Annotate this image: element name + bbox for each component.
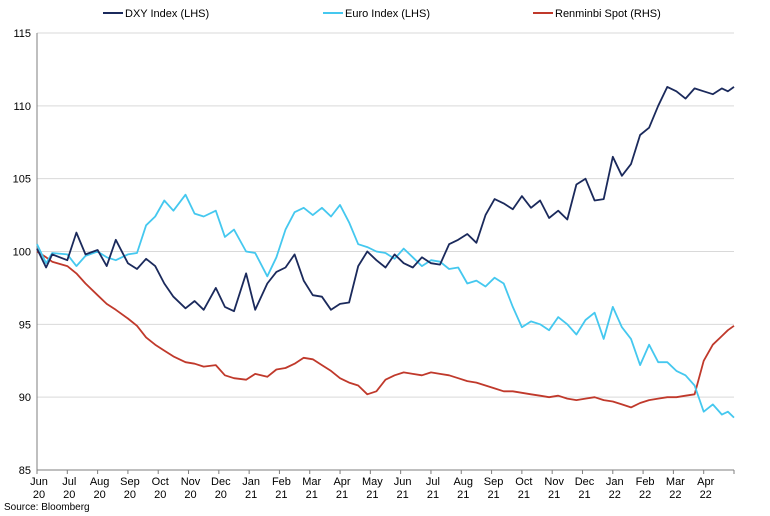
x-tick-label: Dec 21 (575, 476, 595, 501)
x-tick-label: Jul 21 (426, 476, 440, 501)
y-tick-label: 100 (13, 247, 31, 259)
series-line-renminbi-spot-rhs (36, 250, 735, 409)
gridlines (37, 32, 734, 398)
x-tick-label: Feb 22 (636, 476, 655, 501)
x-tick-label: Nov 20 (181, 476, 201, 501)
x-tick-label: Jul 20 (62, 476, 76, 501)
x-axis-tick-labels: Jun 20 Jul 20 Aug 20 Sep 20 Oct 20 Nov 20 Dec 20 Jan 21… (30, 476, 714, 501)
x-tick-label: Apr 21 (333, 476, 350, 501)
x-tick-label: Sep 21 (484, 476, 504, 501)
y-tick-label: 95 (19, 319, 31, 331)
y-tick-label: 110 (13, 101, 31, 113)
series-line-dxy-index-lhs (36, 86, 735, 313)
x-tick-label: Mar 21 (302, 476, 321, 501)
x-tick-label: Nov 21 (544, 476, 564, 501)
series-lines (36, 86, 735, 419)
x-tick-label: Jan 22 (606, 476, 624, 501)
x-tick-label: May 21 (362, 476, 383, 501)
x-tick-label: Oct 21 (515, 476, 532, 501)
x-tick-label: Jun 21 (394, 476, 412, 501)
source-note: Source: Bloomberg (4, 502, 90, 513)
x-tick-label: Aug 21 (453, 476, 473, 501)
y-tick-label: 115 (13, 28, 31, 40)
x-tick-label: Oct 20 (152, 476, 169, 501)
x-tick-label: Apr 22 (697, 476, 714, 501)
legend-label: Renminbi Spot (RHS) (555, 8, 661, 20)
x-tick-label: Mar 22 (666, 476, 685, 501)
y-axis-tick-labels: 85 90 95 100 105 110 115 (13, 28, 31, 477)
x-tick-label: Dec 20 (211, 476, 231, 501)
y-tick-label: 90 (19, 392, 31, 404)
legend: DXY Index (LHS) Euro Index (LHS) Renminbi … (103, 8, 661, 20)
series-line-euro-index-lhs (36, 193, 735, 419)
x-tick-label: Feb 21 (272, 476, 291, 501)
y-tick-label: 85 (19, 465, 31, 477)
legend-label: DXY Index (LHS) (125, 8, 209, 20)
x-tick-label: Jun 20 (30, 476, 48, 501)
y-tick-label: 105 (13, 174, 31, 186)
x-tick-label: Sep 20 (120, 476, 140, 501)
x-tick-label: Jan 21 (242, 476, 260, 501)
x-tick-label: Aug 20 (90, 476, 110, 501)
legend-label: Euro Index (LHS) (345, 8, 430, 20)
